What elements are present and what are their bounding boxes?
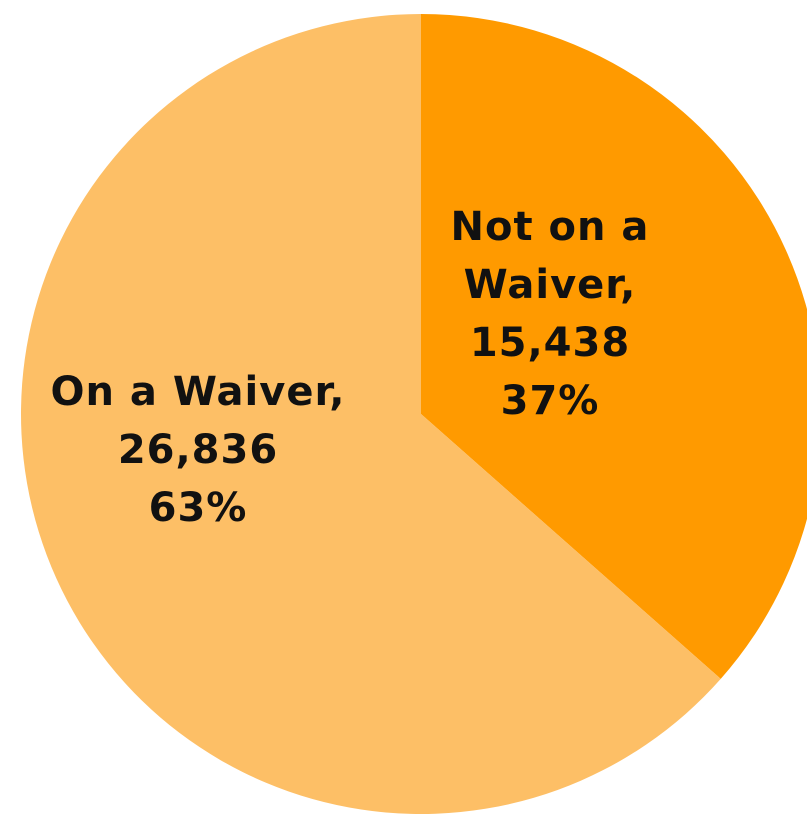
- pie-label-line: On a Waiver,: [51, 369, 346, 415]
- pie-label-line: 63%: [149, 485, 248, 531]
- pie-label-line: 15,438: [470, 320, 630, 366]
- pie-label-line: Not on a: [451, 204, 650, 250]
- pie-label-line: Waiver,: [464, 262, 637, 308]
- pie-labels: Not on a Waiver, 15,438 37% On a Waiver, 26,8…: [51, 204, 650, 531]
- pie-label-line: 26,836: [118, 427, 278, 473]
- pie-slice-on-a-waiver: [20, 14, 721, 814]
- pie-slices: [20, 14, 807, 814]
- pie-label-on-a-waiver: On a Waiver, 26,836 63%: [51, 369, 346, 531]
- pie-slice-not-on-a-waiver: [421, 14, 807, 679]
- pie-label-line: 37%: [501, 378, 600, 424]
- pie-label-not-on-a-waiver: Not on a Waiver, 15,438 37%: [451, 204, 650, 424]
